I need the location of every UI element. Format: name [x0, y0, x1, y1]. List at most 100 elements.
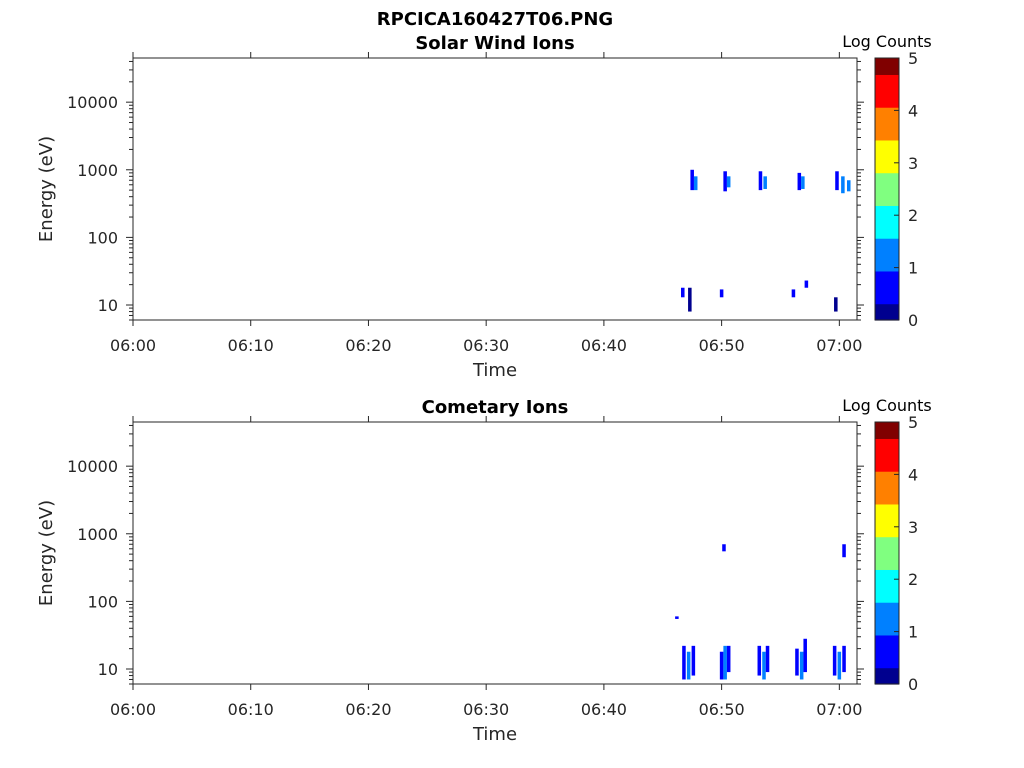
heatmap-cells — [681, 169, 851, 312]
colorbar-segment — [875, 569, 899, 575]
y-tick-label: 1000 — [77, 525, 118, 544]
figure-title: RPCICA160427T06.PNG — [377, 9, 613, 30]
heatmap-cell — [799, 651, 804, 680]
colorbar-segment — [875, 467, 899, 472]
colorbar-segment — [875, 614, 899, 620]
colorbar-segment — [875, 671, 899, 677]
colorbar-segment — [875, 66, 899, 71]
heatmap-cell — [803, 638, 807, 673]
colorbar-segment — [875, 540, 899, 546]
x-tick-label: 06:10 — [228, 700, 274, 719]
x-tick-label: 06:20 — [345, 336, 391, 355]
colorbar-segment — [875, 557, 899, 562]
colorbar-tick-label: 4 — [908, 465, 918, 484]
colorbar-tick-label: 3 — [908, 518, 918, 537]
y-tick-label: 10000 — [67, 93, 118, 112]
colorbar-segment — [875, 123, 899, 129]
colorbar-segment — [875, 168, 899, 174]
colorbar-segment — [875, 152, 899, 157]
colorbar-segment — [875, 229, 899, 235]
colorbar-segment — [875, 238, 899, 243]
colorbar-frame — [874, 57, 900, 321]
colorbar-segment — [875, 634, 899, 640]
heatmap-cell — [834, 297, 838, 312]
colorbar-segment — [875, 524, 899, 530]
colorbar-segment — [875, 450, 899, 456]
colorbar-segment — [875, 172, 899, 178]
colorbar-segment — [875, 585, 899, 591]
colorbar-segment — [875, 299, 899, 305]
colorbar-segment — [875, 487, 899, 493]
colorbar-segment — [875, 618, 899, 624]
colorbar-segment — [875, 119, 899, 125]
plot-frame — [132, 421, 858, 685]
heatmap-cell — [835, 171, 839, 191]
y-axis-label: Energy (eV) — [36, 500, 57, 606]
colorbar-segment — [875, 581, 899, 587]
colorbar-segment — [875, 499, 899, 505]
colorbar-segment — [875, 426, 899, 431]
colorbar-tick-label: 5 — [908, 49, 918, 68]
colorbar-segment — [875, 544, 899, 550]
colorbar-segment — [875, 217, 899, 223]
colorbar-segment — [875, 553, 899, 558]
colorbar-segment — [875, 193, 899, 198]
heatmap-cell — [719, 651, 724, 680]
colorbar-segment — [875, 70, 899, 75]
heatmap-cell — [842, 645, 846, 673]
y-tick-label: 10000 — [67, 457, 118, 476]
x-axis-label: Time — [472, 360, 517, 381]
colorbar-segment — [875, 197, 899, 202]
heatmap-cell — [842, 544, 846, 558]
panel-title: Solar Wind Ions — [415, 33, 574, 54]
colorbar-segment — [875, 254, 899, 260]
heatmap-cell — [763, 176, 767, 189]
plot-frame — [132, 57, 858, 321]
colorbar-segment — [875, 663, 899, 669]
colorbar-segment — [875, 471, 899, 476]
colorbar-segment — [875, 438, 899, 444]
heatmap-cell — [765, 645, 770, 673]
panel-title: Cometary Ions — [422, 397, 569, 418]
heatmap-cell — [837, 651, 842, 680]
y-tick-label: 10 — [98, 296, 118, 315]
colorbar-segment — [875, 573, 899, 579]
heatmap-cell — [762, 651, 766, 680]
heatmap-cell — [719, 289, 724, 298]
colorbar-segment — [875, 667, 899, 673]
y-axis: 10 100 1000 10000 — [67, 60, 864, 321]
colorbar-segment — [875, 495, 899, 501]
colorbar-segment — [875, 58, 899, 63]
x-tick-label: 06:00 — [110, 336, 156, 355]
colorbar-segment — [875, 520, 899, 525]
colorbar: 0 1 2 3 4 5 — [874, 49, 918, 330]
colorbar-segment — [875, 213, 899, 219]
colorbar-segment — [875, 221, 899, 227]
x-tick-label: 06:10 — [228, 336, 274, 355]
x-tick-label: 06:00 — [110, 700, 156, 719]
colorbar-segment — [875, 156, 899, 161]
colorbar-segment — [875, 176, 899, 182]
x-tick-label: 06:50 — [699, 700, 745, 719]
colorbar-segment — [875, 311, 899, 317]
colorbar-segment — [875, 62, 899, 67]
x-tick-label: 06:30 — [463, 336, 509, 355]
colorbar-segment — [875, 295, 899, 301]
colorbar-segment — [875, 201, 899, 206]
colorbar-segment — [875, 647, 899, 652]
colorbar-title: Log Counts — [842, 32, 932, 51]
colorbar-segment — [875, 303, 899, 309]
heatmap-cell — [686, 651, 691, 680]
colorbar-title: Log Counts — [842, 396, 932, 415]
colorbar-segment — [875, 246, 899, 252]
colorbar-segment — [875, 82, 899, 88]
colorbar-segment — [875, 516, 899, 521]
colorbar-segment — [875, 589, 899, 595]
colorbar-segment — [875, 446, 899, 452]
heatmap-cell — [797, 172, 802, 191]
x-tick-label: 07:00 — [816, 336, 862, 355]
colorbar-segment — [875, 291, 899, 297]
y-tick-label: 10 — [98, 660, 118, 679]
heatmap-cell — [723, 645, 727, 680]
